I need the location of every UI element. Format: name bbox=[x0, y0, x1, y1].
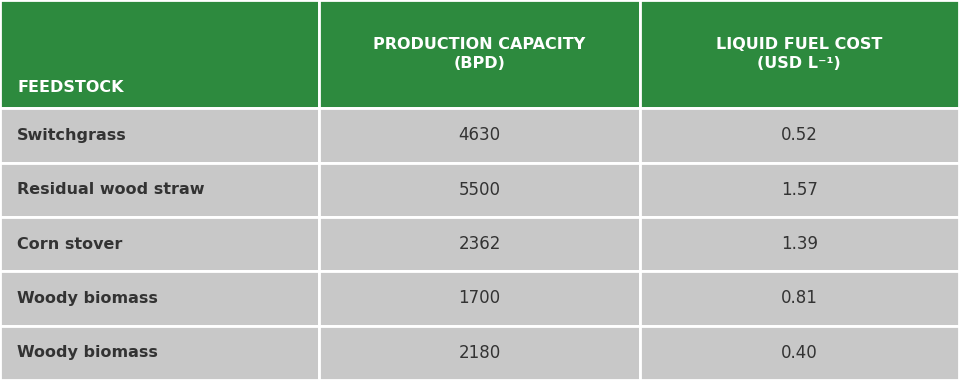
Bar bbox=[319, 0, 640, 108]
Bar bbox=[319, 271, 640, 326]
Text: 0.40: 0.40 bbox=[781, 344, 818, 362]
Text: Switchgrass: Switchgrass bbox=[17, 128, 127, 143]
Bar bbox=[640, 326, 959, 380]
Text: PRODUCTION CAPACITY
(BPD): PRODUCTION CAPACITY (BPD) bbox=[373, 37, 586, 71]
Bar bbox=[640, 163, 959, 217]
Bar bbox=[319, 108, 640, 163]
Text: 2362: 2362 bbox=[458, 235, 501, 253]
Text: 1.39: 1.39 bbox=[781, 235, 818, 253]
Text: LIQUID FUEL COST
(USD L⁻¹): LIQUID FUEL COST (USD L⁻¹) bbox=[716, 37, 882, 71]
Bar bbox=[640, 108, 959, 163]
Text: Woody biomass: Woody biomass bbox=[17, 291, 158, 306]
Text: Woody biomass: Woody biomass bbox=[17, 345, 158, 360]
Text: Residual wood straw: Residual wood straw bbox=[17, 182, 205, 197]
Text: 0.52: 0.52 bbox=[781, 127, 818, 144]
Bar bbox=[640, 217, 959, 271]
Text: FEEDSTOCK: FEEDSTOCK bbox=[17, 80, 124, 95]
Bar bbox=[319, 163, 640, 217]
Bar bbox=[0, 271, 319, 326]
Text: 0.81: 0.81 bbox=[781, 290, 818, 307]
Bar bbox=[0, 0, 319, 108]
Bar bbox=[0, 163, 319, 217]
Bar bbox=[0, 108, 319, 163]
Text: 1.57: 1.57 bbox=[781, 181, 818, 199]
Text: Corn stover: Corn stover bbox=[17, 237, 123, 252]
Text: 2180: 2180 bbox=[458, 344, 501, 362]
Text: 1700: 1700 bbox=[458, 290, 501, 307]
Text: 5500: 5500 bbox=[458, 181, 501, 199]
Bar bbox=[0, 326, 319, 380]
Text: 4630: 4630 bbox=[458, 127, 501, 144]
Bar bbox=[319, 326, 640, 380]
Bar bbox=[640, 271, 959, 326]
Bar bbox=[0, 217, 319, 271]
Bar bbox=[640, 0, 959, 108]
Bar bbox=[319, 217, 640, 271]
